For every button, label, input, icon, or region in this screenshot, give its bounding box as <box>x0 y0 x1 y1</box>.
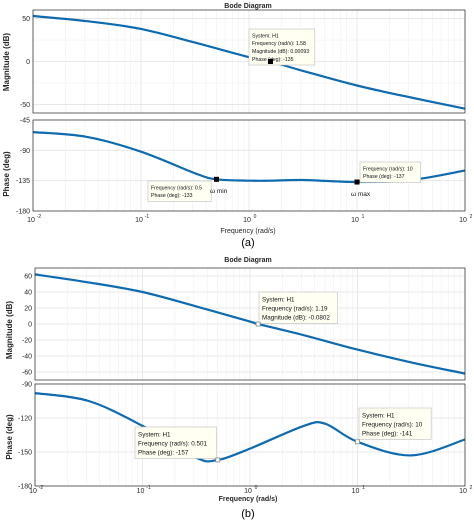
fig-a-x-tick-label: 10 <box>27 217 35 224</box>
fig-a-phase-ylabel: Phase (deg) <box>2 151 11 197</box>
fig-a-phase-panel: -45 -90 -135 -180 <box>16 118 466 216</box>
fig-a-marker-p2 <box>354 179 360 185</box>
fig-b-caption: (b) <box>241 508 254 520</box>
fig-b-mag-y-tick-label: 20 <box>24 306 32 313</box>
fig-b-mag-ylabel: Magnitude (dB) <box>5 301 14 360</box>
fig-b-tooltip-p1-line: Phase (deg): -157 <box>138 449 189 456</box>
fig-b-marker-mag <box>255 321 261 327</box>
fig-b-tooltip-p2-line: Frequency (rad/s): 10 <box>362 421 423 428</box>
fig-b-phase-frame <box>34 383 466 487</box>
fig-a-caption: (a) <box>241 237 254 249</box>
fig-b-x-tick-exponent: -1 <box>146 485 151 491</box>
fig-b-x-tick-label: 10 <box>137 488 145 495</box>
fig-a-phase-y-tick-label: -135 <box>16 178 30 185</box>
fig-b-tooltip-mag-line: Frequency (rad/s): 1.19 <box>262 305 328 312</box>
fig-a-mag-y-tick-label: 0 <box>26 59 30 66</box>
fig-a-phase-frame <box>32 119 466 212</box>
fig-b-mag-y-tick-label: -60 <box>22 370 32 377</box>
fig-a-marker-mag <box>267 58 273 64</box>
fig-b-x-tick-label: 10 <box>244 488 252 495</box>
fig-a-tooltip-p1-box <box>147 180 212 202</box>
fig-b-mag-y-tick-label: -20 <box>22 338 32 345</box>
fig-a-tooltip-mag-box <box>248 28 316 66</box>
fig-b-tooltip-mag-box <box>258 291 338 324</box>
fig-a-mag-y-tick-label: 50 <box>22 16 30 23</box>
fig-a-tooltip-p2-line: Phase (deg): -137 <box>363 174 405 180</box>
fig-b-title: Bode Diagram <box>224 257 271 264</box>
fig-a-tooltip-p1-line: Phase (deg): -133 <box>151 193 193 199</box>
fig-b-tooltip-p1-line: Frequency (rad/s): 0.501 <box>138 440 207 447</box>
fig-a-title: Bode Diagram <box>224 3 271 10</box>
fig-a-mag-ylabel: Magnitude (dB) <box>2 33 11 92</box>
fig-a-tooltip-mag-line: Frequency (rad/s): 1.58 <box>252 41 306 47</box>
fig-b-marker-p1 <box>215 457 221 463</box>
fig-b-tooltip-p2-line: Phase (deg): -141 <box>362 430 413 437</box>
fig-a-tooltip-p1-line: Frequency (rad/s): 0.5 <box>151 185 202 191</box>
fig-b-phase-y-tick-label: -150 <box>18 450 32 457</box>
fig-b-tooltip-p1-box <box>134 426 217 459</box>
fig-a-x-tick-exponent: 1 <box>362 214 365 220</box>
fig-a-mag-frame <box>32 9 466 114</box>
fig-b-x-tick-exponent: 1 <box>362 485 365 491</box>
fig-b-x-tick-exponent: 2 <box>470 485 473 491</box>
fig-a-omega-max-label: ω max <box>351 191 371 198</box>
fig-b-mag-panel: 60 40 20 0 -20 -40 -60 <box>22 267 466 381</box>
fig-a-tooltip-p2-line: Frequency (rad/s): 10 <box>363 166 413 172</box>
fig-a-mag-panel: 50 0 -50 <box>20 9 466 114</box>
fig-b-xlabel: Frequency (rad/s) <box>219 496 278 503</box>
fig-a-x-tick-exponent: 2 <box>470 214 473 220</box>
fig-a-xlabel: Frequency (rad/s) <box>220 228 275 235</box>
fig-b-tooltip-p2-line: System: H1 <box>362 413 395 420</box>
fig-b-x-tick-exponent: -2 <box>39 485 44 491</box>
fig-a-x-tick-label: 10 <box>243 217 251 224</box>
fig-a-phase-y-tick-label: -180 <box>16 209 30 216</box>
fig-b-x-tick-exponent: 0 <box>255 485 258 491</box>
fig-b-x-tick-label: 10 <box>459 488 467 495</box>
fig-a-x-tick-exponent: 0 <box>254 214 257 220</box>
fig-b-mag-frame <box>34 267 466 381</box>
fig-a-marker-p1 <box>213 176 219 182</box>
fig-a-phase-y-tick-label: -90 <box>20 148 30 155</box>
fig-a-x-tick-label: 10 <box>351 217 359 224</box>
fig-b-mag-y-tick-label: 60 <box>24 274 32 281</box>
fig-b-tooltip-p1-line: System: H1 <box>138 432 171 439</box>
fig-b-marker-p2 <box>355 439 360 445</box>
fig-a-tooltip-p2-box <box>359 161 421 183</box>
fig-a-tooltip-mag-line: System: H1 <box>252 33 279 39</box>
fig-a-phase-y-tick-label: -45 <box>20 118 30 125</box>
fig-a-x-tick-exponent: -2 <box>37 214 42 220</box>
fig-b-phase-y-tick-label: -90 <box>22 382 32 389</box>
fig-b-tooltip-mag-line: Magnitude (dB): -0.0802 <box>262 314 330 321</box>
fig-b-mag-y-tick-label: -40 <box>22 354 32 361</box>
fig-b-mag-y-tick-label: 0 <box>28 322 32 329</box>
fig-b-x-tick-label: 10 <box>29 488 37 495</box>
fig-b-phase-ylabel: Phase (deg) <box>5 414 14 460</box>
fig-a-mag-y-tick-label: -50 <box>20 102 30 109</box>
fig-b-phase-y-tick-label: -180 <box>18 484 32 491</box>
fig-a-x-tick-exponent: -1 <box>145 214 150 220</box>
fig-b-mag-curve <box>34 273 466 375</box>
fig-b-phase-curve <box>34 392 466 463</box>
fig-b-tooltip-mag-line: System: H1 <box>262 297 295 304</box>
fig-a-x-tick-label: 10 <box>459 217 467 224</box>
fig-b-phase-y-tick-label: -120 <box>18 416 32 423</box>
fig-b-mag-y-tick-label: 40 <box>24 290 32 297</box>
fig-a-omega-min-label: ω min <box>210 188 228 195</box>
fig-b-x-tick-label: 10 <box>352 488 360 495</box>
fig-b-tooltip-p2-box <box>358 407 432 440</box>
fig-a-tooltip-mag-line: Magnitude (dB): 0.00093 <box>252 49 309 55</box>
fig-a-x-tick-label: 10 <box>135 217 143 224</box>
